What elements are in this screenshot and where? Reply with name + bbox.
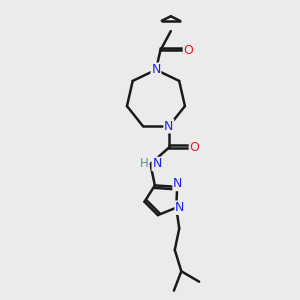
Text: N: N [164, 120, 173, 133]
Text: O: O [190, 141, 199, 154]
Text: O: O [183, 44, 193, 57]
Text: H: H [140, 158, 149, 170]
Text: N: N [175, 201, 184, 214]
Text: N: N [151, 63, 160, 76]
Text: N: N [152, 158, 162, 170]
Text: N: N [173, 177, 182, 190]
